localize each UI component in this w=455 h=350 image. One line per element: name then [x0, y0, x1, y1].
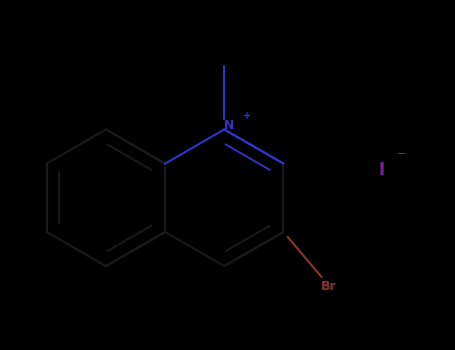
Text: I: I — [379, 161, 385, 179]
Text: N: N — [224, 119, 235, 132]
Text: +: + — [243, 111, 251, 121]
Text: Br: Br — [320, 280, 336, 293]
Text: −: − — [397, 149, 406, 159]
